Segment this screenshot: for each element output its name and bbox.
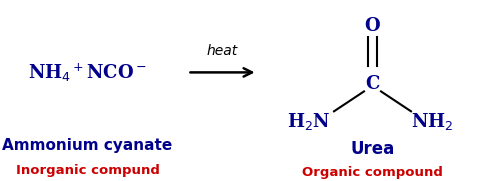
Text: H$_2$N: H$_2$N	[288, 111, 331, 132]
Text: O: O	[364, 17, 380, 35]
Text: NH$_2$: NH$_2$	[412, 111, 454, 132]
Text: NH$_4$$^+$NCO$^-$: NH$_4$$^+$NCO$^-$	[28, 61, 147, 84]
Text: Ammonium cyanate: Ammonium cyanate	[2, 138, 172, 153]
Text: Urea: Urea	[350, 140, 395, 158]
Text: Organic compound: Organic compound	[302, 166, 443, 179]
Text: heat: heat	[207, 44, 238, 58]
Text: Inorganic compund: Inorganic compund	[16, 164, 160, 177]
Text: C: C	[366, 75, 380, 93]
